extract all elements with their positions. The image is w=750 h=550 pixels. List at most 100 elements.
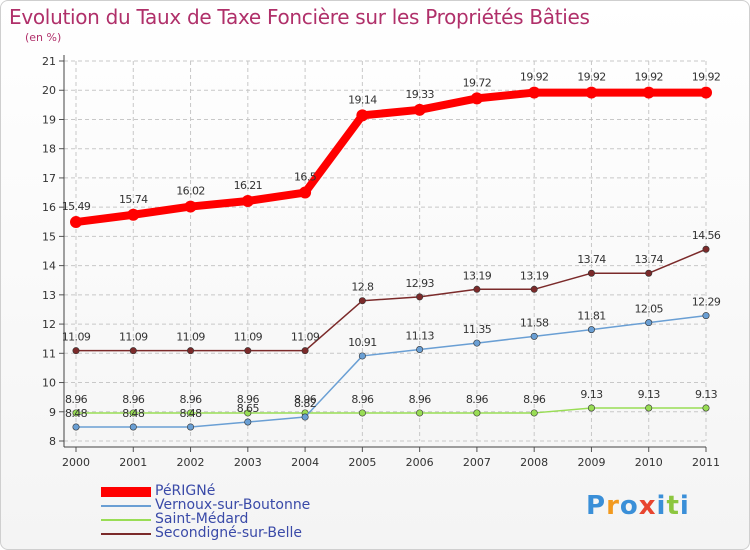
data-label: 16.21 (234, 179, 263, 192)
logo-letter: P (586, 491, 607, 521)
data-point (702, 245, 710, 253)
data-point (587, 326, 595, 334)
data-label: 8.96 (294, 393, 317, 406)
data-point (645, 319, 653, 327)
data-label: 13.19 (463, 269, 492, 282)
proxiti-logo: Proxiti (586, 491, 690, 521)
y-tick-label: 21 (42, 55, 56, 68)
data-label: 11.81 (577, 310, 606, 323)
data-label: 8.96 (466, 393, 489, 406)
data-label: 14.56 (692, 229, 721, 242)
data-label: 8.96 (65, 393, 88, 406)
data-point (473, 409, 481, 417)
y-tick-label: 12 (42, 318, 56, 331)
data-point (642, 86, 655, 99)
data-label: 8.65 (237, 402, 260, 415)
data-point (470, 92, 483, 105)
data-point (416, 293, 424, 301)
x-tick-label: 2001 (119, 456, 147, 469)
data-point (702, 404, 710, 412)
data-label: 8.96 (237, 393, 260, 406)
data-point (530, 409, 538, 417)
legend-label: Vernoux-sur-Boutonne (155, 497, 311, 513)
data-point (299, 186, 312, 199)
x-tick-label: 2009 (577, 456, 605, 469)
data-label: 8.48 (122, 407, 145, 420)
data-label: 11.58 (520, 316, 549, 329)
y-tick-label: 14 (42, 260, 56, 273)
legend-swatch (101, 505, 151, 507)
data-label: 11.09 (291, 331, 320, 344)
x-tick-label: 2007 (463, 456, 491, 469)
data-label: 19.33 (405, 88, 434, 101)
data-point (528, 86, 541, 99)
y-tick-label: 13 (42, 289, 56, 302)
x-tick-label: 2004 (291, 456, 319, 469)
x-tick-label: 2002 (177, 456, 205, 469)
y-tick-label: 15 (42, 230, 56, 243)
data-label: 11.13 (405, 330, 434, 343)
data-point (241, 195, 254, 208)
logo-letter: i (656, 491, 667, 521)
data-point (416, 409, 424, 417)
x-tick-label: 2011 (692, 456, 720, 469)
legend-swatch (101, 519, 151, 521)
data-label: 19.14 (348, 93, 377, 106)
data-point (416, 346, 424, 354)
data-label: 13.19 (520, 269, 549, 282)
data-point (413, 103, 426, 116)
data-label: 11.35 (463, 323, 492, 336)
data-point (187, 409, 195, 417)
data-point (585, 86, 598, 99)
data-point (129, 423, 137, 431)
data-point (244, 409, 252, 417)
logo-letter: o (619, 491, 639, 521)
x-tick-label: 2003 (234, 456, 262, 469)
chart-title: Evolution du Taux de Taxe Foncière sur l… (9, 5, 590, 29)
series-line-2 (75, 407, 707, 414)
series-line-1 (75, 314, 707, 428)
legend-label: PéRIGNé (155, 483, 216, 499)
data-label: 13.74 (634, 253, 663, 266)
y-tick-label: 11 (42, 347, 56, 360)
data-label: 12.29 (692, 296, 721, 309)
data-label: 19.92 (634, 71, 663, 84)
data-label: 10.91 (348, 336, 377, 349)
data-point (358, 352, 366, 360)
data-point (70, 216, 82, 229)
data-label: 11.09 (234, 331, 263, 344)
data-label: 13.74 (577, 253, 606, 266)
y-tick-label: 17 (42, 172, 56, 185)
y-tick-label: 18 (42, 143, 56, 156)
y-tick-label: 8 (49, 435, 56, 448)
logo-letter: x (638, 491, 657, 521)
legend-label: Secondigné-sur-Belle (155, 525, 303, 541)
logo-letter: r (606, 491, 620, 521)
data-label: 8.82 (294, 397, 316, 410)
data-label: 9.13 (638, 388, 661, 401)
data-label: 11.09 (62, 331, 91, 344)
series-line-3 (75, 248, 707, 352)
data-point (301, 347, 309, 355)
legend-swatch (101, 533, 151, 535)
data-point (700, 86, 712, 99)
x-tick-label: 2010 (635, 456, 663, 469)
legend-swatch (101, 487, 151, 497)
data-label: 19.92 (520, 71, 549, 84)
chart-unit-label: (en %) (25, 31, 62, 44)
y-tick-label: 9 (49, 406, 56, 419)
data-label: 8.96 (409, 393, 432, 406)
data-label: 8.96 (122, 393, 145, 406)
data-point (72, 347, 80, 355)
data-label: 15.49 (62, 200, 91, 213)
data-point (129, 409, 137, 417)
data-label: 8.96 (523, 393, 546, 406)
data-point (587, 404, 595, 412)
y-tick-label: 19 (42, 113, 56, 126)
logo-letter: t (666, 491, 680, 521)
data-point (244, 347, 252, 355)
data-point (187, 347, 195, 355)
data-label: 8.48 (65, 407, 88, 420)
data-label: 12.93 (405, 277, 434, 290)
